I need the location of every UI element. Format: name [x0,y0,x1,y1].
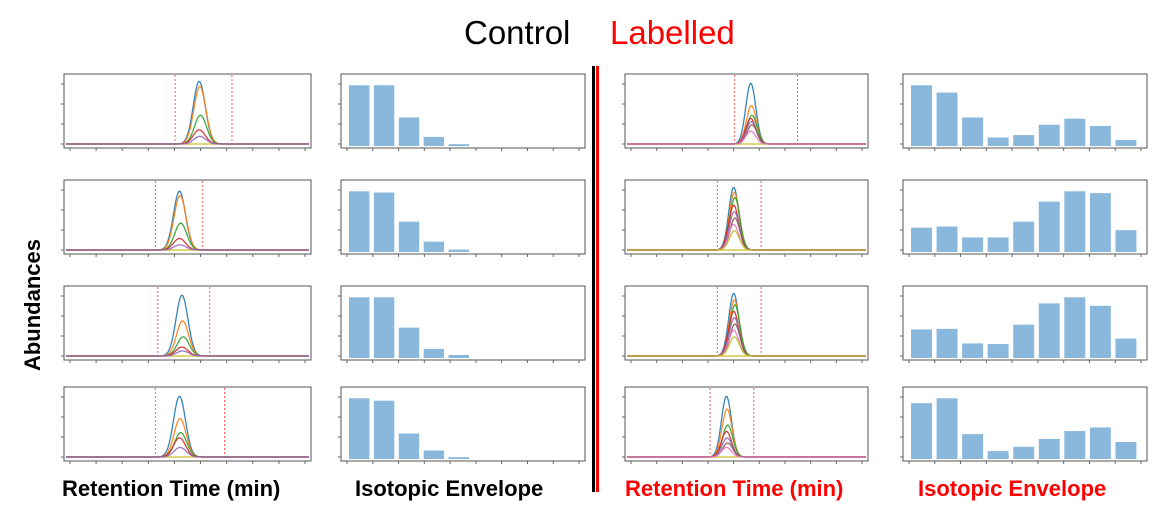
bar-labelled-4-1 [911,403,932,459]
bar-control-3-1 [349,297,370,358]
bar-control-2-3 [398,221,420,252]
bar-control-4-2 [373,400,395,459]
rt-panel-labelled-4 [624,386,869,462]
bar-labelled-3-8 [1089,305,1111,358]
bar-labelled-3-1 [911,329,932,358]
bar-labelled-1-9 [1115,139,1137,146]
bar-control-3-4 [423,348,445,358]
bar-labelled-2-3 [962,237,984,252]
trace-control-3-5 [66,350,309,357]
bar-labelled-3-6 [1038,303,1060,358]
labelled-rt-xlabel: Retention Time (min) [625,476,844,501]
trace-control-4-5 [66,446,309,458]
bar-labelled-3-2 [936,328,958,358]
bar-labelled-4-8 [1089,427,1111,459]
group-divider-red [596,66,599,492]
bar-control-2-5 [448,249,469,252]
bar-labelled-2-6 [1038,201,1060,252]
bar-labelled-1-1 [911,85,932,146]
bar-control-3-2 [373,297,395,358]
group-divider-black [592,66,595,492]
bar-labelled-2-8 [1089,193,1111,252]
bar-labelled-4-7 [1064,431,1086,459]
rt-panel-labelled-2 [624,179,869,255]
trace-labelled-2-8 [627,230,866,251]
control-rt-xlabel: Retention Time (min) [62,476,281,501]
bar-labelled-2-7 [1064,191,1086,252]
trace-labelled-4-7 [627,446,866,458]
bar-labelled-1-3 [962,117,984,146]
control-iso-xlabel: Isotopic Envelope [355,476,544,501]
bar-labelled-1-8 [1089,125,1111,146]
labelled-header: Labelled [610,14,735,51]
bar-control-4-3 [398,433,420,459]
trace-control-2-5 [66,244,309,251]
bar-labelled-3-5 [1013,324,1035,358]
bar-labelled-1-2 [936,92,958,146]
bar-labelled-2-1 [911,227,932,252]
bar-labelled-3-3 [962,343,984,358]
bar-labelled-4-4 [987,451,1009,459]
bar-control-1-5 [448,144,469,146]
bar-labelled-1-6 [1038,124,1060,146]
bar-labelled-1-7 [1064,118,1086,146]
rt-panel-control-4 [63,386,312,462]
labelled-iso-xlabel: Isotopic Envelope [918,476,1107,501]
rt-panel-control-2 [63,179,312,255]
rt-panel-control-3 [63,285,312,361]
bar-labelled-4-3 [962,434,984,459]
control-header: Control [464,14,571,51]
bar-control-1-3 [398,117,420,146]
trace-control-1-5 [66,135,309,145]
bar-control-1-1 [349,85,370,146]
bar-control-1-4 [423,136,445,146]
bar-labelled-4-6 [1038,438,1060,459]
bar-labelled-3-4 [987,344,1009,358]
bar-labelled-4-5 [1013,446,1035,459]
bar-labelled-4-9 [1115,442,1137,459]
bar-control-2-4 [423,241,445,252]
bar-labelled-3-9 [1115,338,1137,358]
bar-labelled-2-9 [1115,230,1137,252]
rt-panel-labelled-1 [624,73,869,149]
bar-labelled-3-7 [1064,297,1086,358]
bar-control-1-2 [373,85,395,146]
bar-labelled-4-2 [936,398,958,459]
bar-control-2-2 [373,192,395,252]
rt-panel-labelled-3 [624,285,869,361]
bar-control-3-3 [398,327,420,358]
bar-labelled-2-5 [1013,221,1035,252]
bar-labelled-2-4 [987,237,1009,252]
bar-control-2-1 [349,191,370,252]
bar-labelled-2-2 [936,226,958,252]
trace-labelled-3-8 [627,336,866,357]
bar-labelled-1-5 [1013,135,1035,146]
bar-control-4-5 [448,457,469,459]
trace-labelled-1-7 [627,130,866,145]
bar-control-4-4 [423,450,445,459]
bar-control-4-1 [349,398,370,459]
bar-control-3-5 [448,354,469,358]
bar-labelled-1-4 [987,137,1009,146]
